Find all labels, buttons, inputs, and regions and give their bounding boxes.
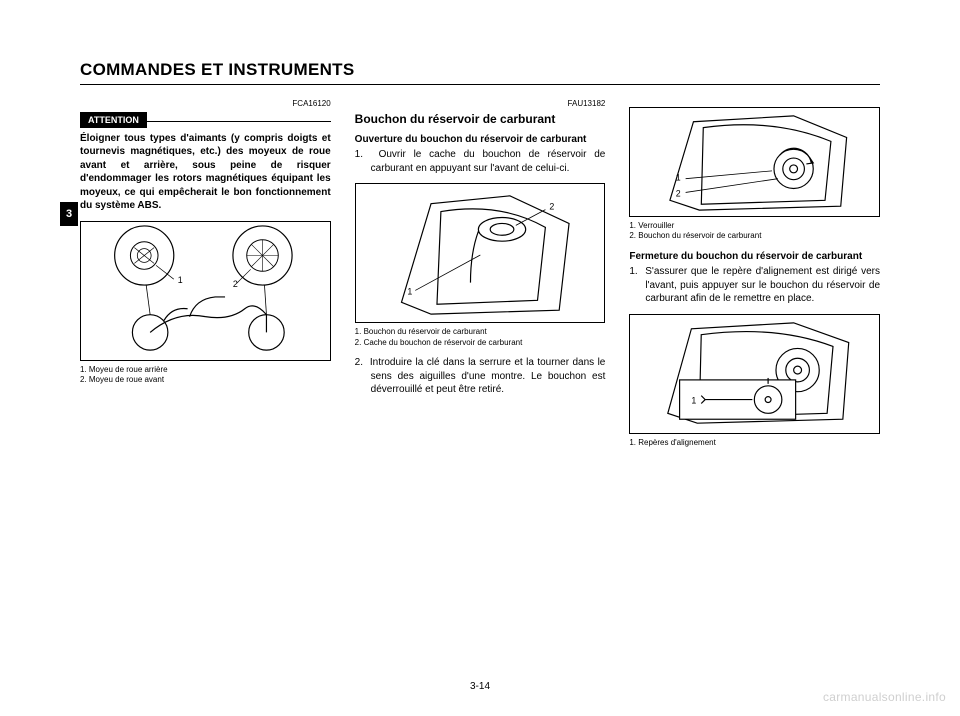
svg-text:2: 2 <box>676 188 681 198</box>
page-number: 3-14 <box>470 681 490 692</box>
svg-text:2: 2 <box>233 279 238 289</box>
attention-text: Éloigner tous types d'aimants (y compris… <box>80 132 331 213</box>
watermark: carmanualsonline.info <box>823 690 946 704</box>
manual-page: COMMANDES ET INSTRUMENTS FCA16120 ATTENT… <box>0 0 960 486</box>
caption-line: 2. Bouchon du réservoir de carburant <box>629 231 880 241</box>
content-columns: FCA16120 ATTENTION Éloigner tous types d… <box>80 99 880 456</box>
step-item: 1. S'assurer que le repère d'alignement … <box>629 265 880 306</box>
figure-fuel-cap-cover: 1 2 <box>355 183 606 323</box>
svg-text:1: 1 <box>676 173 681 183</box>
step-list: 2. Introduire la clé dans la serrure et … <box>355 356 606 397</box>
column-middle: FAU13182 Bouchon du réservoir de carbura… <box>355 99 606 456</box>
caption-line: 1. Bouchon du réservoir de carburant <box>355 327 606 337</box>
svg-text:1: 1 <box>178 275 183 285</box>
caption-line: 2. Cache du bouchon de réservoir de carb… <box>355 338 606 348</box>
column-left: FCA16120 ATTENTION Éloigner tous types d… <box>80 99 331 456</box>
figure-fuel-cap-lock: 1 2 <box>629 107 880 217</box>
caption-line: 1. Repères d'alignement <box>629 438 880 448</box>
caption-line: 1. Moyeu de roue arrière <box>80 365 331 375</box>
column-right: 1 2 1. Verrouiller 2. Bouchon du réservo… <box>629 99 880 456</box>
figure-caption: 1. Bouchon du réservoir de carburant 2. … <box>355 327 606 348</box>
ref-code: FAU13182 <box>355 99 606 110</box>
figure-scooter-wheels: 1 2 <box>80 221 331 361</box>
figure-caption: 1. Moyeu de roue arrière 2. Moyeu de rou… <box>80 365 331 386</box>
section-heading: Bouchon du réservoir de carburant <box>355 112 606 127</box>
caption-line: 1. Verrouiller <box>629 221 880 231</box>
figure-alignment-marks: 1 <box>629 314 880 434</box>
step-list: 1. S'assurer que le repère d'alignement … <box>629 265 880 306</box>
svg-text:1: 1 <box>407 287 412 297</box>
subheading: Ouverture du bouchon du réservoir de car… <box>355 133 606 147</box>
page-title: COMMANDES ET INSTRUMENTS <box>80 60 880 80</box>
svg-text:1: 1 <box>692 395 697 405</box>
subheading: Fermeture du bouchon du réservoir de car… <box>629 250 880 264</box>
caption-line: 2. Moyeu de roue avant <box>80 375 331 385</box>
page-header: COMMANDES ET INSTRUMENTS <box>80 60 880 85</box>
attention-label: ATTENTION <box>80 112 147 128</box>
step-item: 1. Ouvrir le cache du bouchon de réservo… <box>355 148 606 175</box>
step-item: 2. Introduire la clé dans la serrure et … <box>355 356 606 397</box>
svg-text:2: 2 <box>549 202 554 212</box>
ref-code: FCA16120 <box>80 99 331 110</box>
figure-caption: 1. Repères d'alignement <box>629 438 880 448</box>
figure-caption: 1. Verrouiller 2. Bouchon du réservoir d… <box>629 221 880 242</box>
step-list: 1. Ouvrir le cache du bouchon de réservo… <box>355 148 606 175</box>
